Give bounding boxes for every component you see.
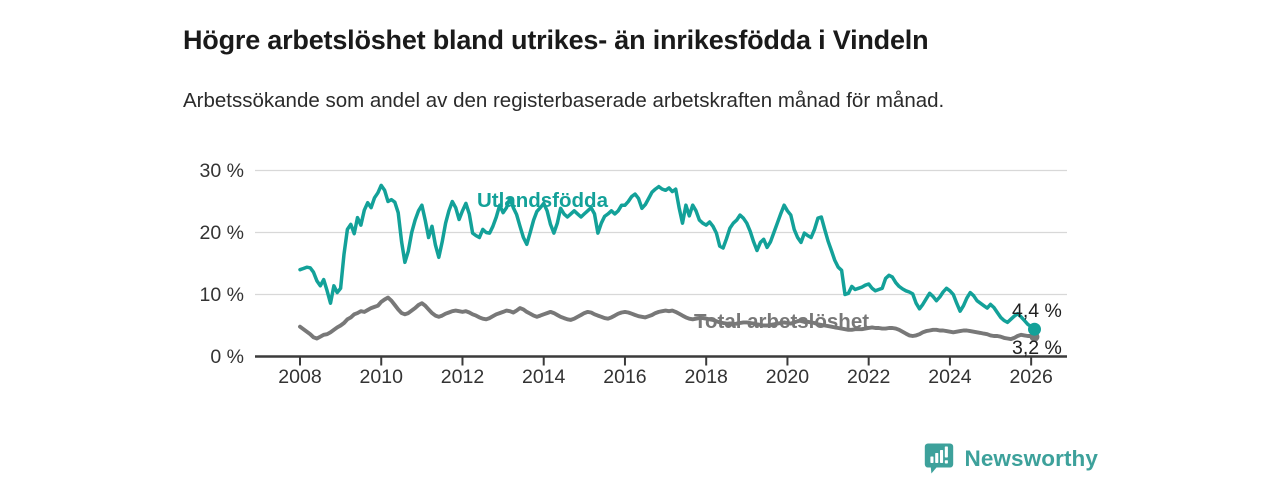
chart-title: Högre arbetslöshet bland utrikes- än inr…: [183, 25, 929, 56]
end-value-label-utlandsfodda: 4,4 %: [1012, 300, 1062, 322]
newsworthy-logo: Newsworthy: [924, 442, 1098, 475]
series-line-total: [298, 295, 1037, 342]
series-label-total: Total arbetslöshet: [694, 310, 869, 333]
x-tick-label-2020: 2020: [766, 366, 810, 388]
y-tick-label-20: 20 %: [200, 222, 244, 244]
series-label-utlandsfodda: Utlandsfödda: [477, 189, 609, 212]
y-tick-label-10: 10 %: [200, 284, 244, 306]
x-tick-label-2010: 2010: [360, 366, 404, 388]
bar-chart-speech-bubble-icon: [925, 443, 954, 474]
x-tick-label-2014: 2014: [522, 366, 566, 388]
y-tick-label-30: 30 %: [200, 160, 244, 182]
x-tick-label-2024: 2024: [928, 366, 972, 388]
newsworthy-logo-text: Newsworthy: [964, 445, 1098, 471]
x-tick-label-2008: 2008: [278, 366, 321, 388]
y-tick-label-0: 0 %: [210, 346, 244, 368]
series-end-dot-utlandsfodda: [1028, 322, 1041, 336]
series-line-utlandsfodda: [298, 183, 1037, 331]
x-tick-label-2026: 2026: [1009, 366, 1052, 388]
x-tick-label-2012: 2012: [441, 366, 484, 388]
x-tick-label-2018: 2018: [685, 366, 728, 388]
x-tick-label-2016: 2016: [603, 366, 646, 388]
chart-subtitle: Arbetssökande som andel av den registerb…: [183, 88, 945, 112]
end-value-label-total: 3,2 %: [1012, 337, 1062, 359]
x-tick-label-2022: 2022: [847, 366, 890, 388]
